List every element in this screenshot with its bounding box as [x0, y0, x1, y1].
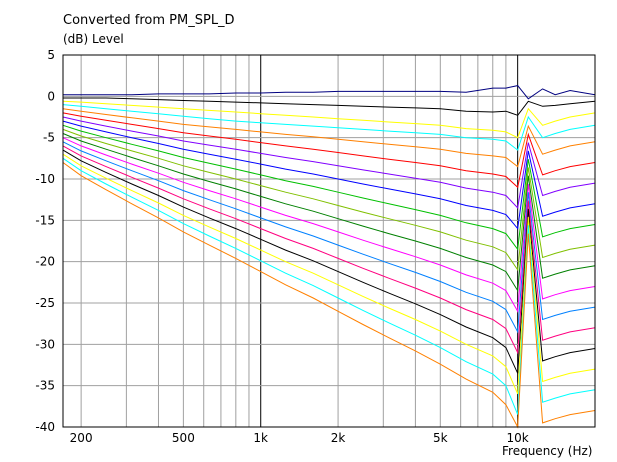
series-line-17: [62, 157, 596, 415]
tick-labels: 5 0 -5 -10 -15 -20 -25 -30 -35 -40 200 500 1k 2k 5k 10k: [35, 48, 528, 445]
y-tick-label: -35: [35, 379, 55, 393]
plot-area: [63, 55, 595, 427]
series-line-3: [62, 100, 596, 139]
y-axis-label: (dB) Level: [63, 32, 124, 46]
series-line-5: [62, 108, 596, 168]
x-tick-label: 1k: [253, 431, 268, 445]
series-line-14: [62, 145, 596, 355]
series-line-13: [62, 141, 596, 334]
series-line-1: [63, 85, 596, 100]
series-line-4: [62, 104, 596, 151]
x-tick-label: 10k: [507, 431, 529, 445]
series-line-2: [63, 97, 596, 116]
chart-title: Converted from PM_SPL_D: [63, 13, 235, 28]
series-line-7: [62, 116, 596, 209]
x-tick-label: 500: [172, 431, 195, 445]
series-line-18: [62, 162, 596, 429]
plot-frame: [62, 54, 596, 428]
series-line-10: [62, 128, 596, 272]
x-tick-label: 2k: [331, 431, 346, 445]
y-tick-label: -15: [35, 213, 55, 227]
x-tick-label: 5k: [433, 431, 448, 445]
y-tick-label: -30: [35, 337, 55, 351]
y-tick-label: -40: [35, 420, 55, 434]
series-line-11: [62, 133, 596, 293]
x-axis-label: Frequency (Hz): [502, 444, 593, 458]
series-line-8: [62, 120, 596, 230]
series-line-16: [62, 153, 596, 395]
y-tick-label: -5: [43, 131, 55, 145]
series-line-9: [62, 124, 596, 251]
y-tick-label: -10: [35, 172, 55, 186]
y-tick-label: -25: [35, 296, 55, 310]
series-lines: [62, 85, 596, 429]
series-line-15: [62, 149, 596, 374]
y-tick-label: -20: [35, 255, 55, 269]
series-line-6: [62, 112, 596, 189]
y-tick-label: 5: [47, 48, 55, 62]
y-tick-label: 0: [47, 89, 55, 103]
x-tick-label: 200: [70, 431, 93, 445]
series-line-12: [62, 137, 596, 313]
